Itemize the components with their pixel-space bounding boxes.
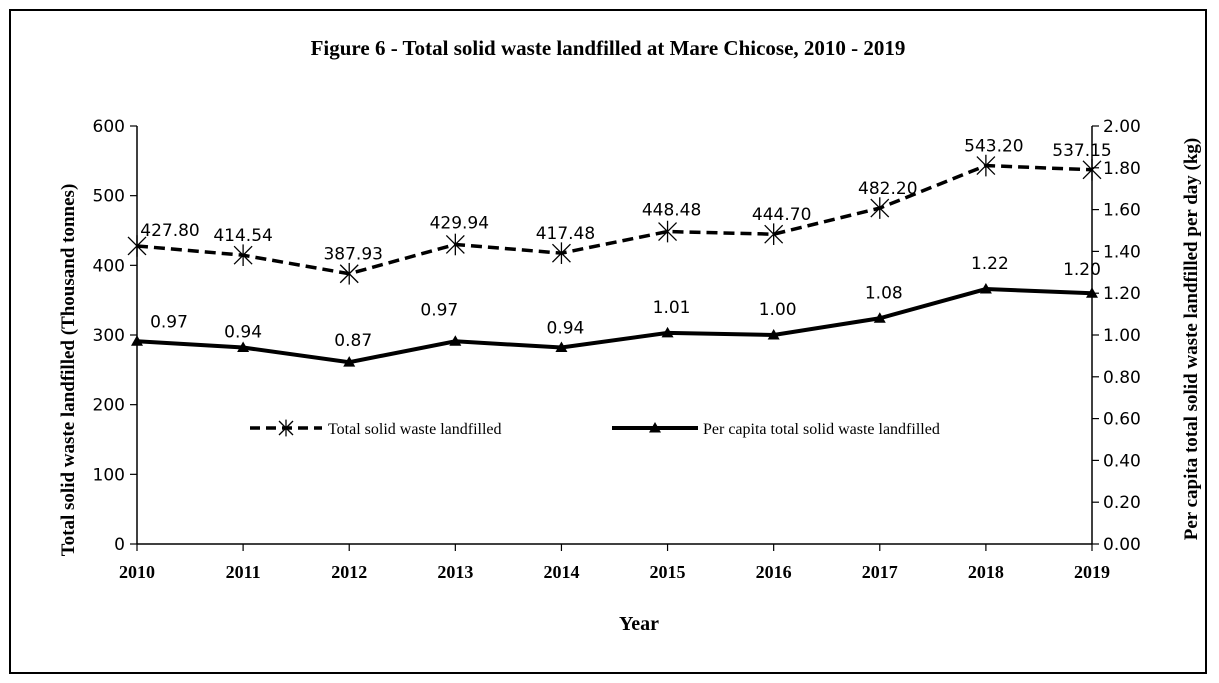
triangle-marker	[237, 341, 250, 353]
data-label-per-capita: 1.00	[759, 300, 797, 320]
asterisk-marker	[764, 223, 784, 245]
asterisk-marker	[551, 242, 571, 264]
right-tick-label: 1.00	[1103, 326, 1141, 346]
right-y-axis-label: Per capita total solid waste landfilled …	[1181, 138, 1202, 541]
x-tick-label: 2010	[119, 562, 155, 582]
asterisk-marker	[233, 244, 253, 267]
triangle-marker	[979, 283, 992, 294]
data-label-per-capita: 1.20	[1063, 260, 1101, 280]
left-y-axis-label: Total solid waste landfilled (Thousand t…	[58, 184, 79, 557]
legend-label-total: Total solid waste landfilled	[328, 421, 502, 438]
asterisk-marker	[278, 419, 294, 437]
triangle-marker	[449, 335, 462, 346]
right-tick-label: 0.20	[1103, 493, 1141, 513]
series-area: 427.80 414.54 387.93 429.94 417.48 448.48 444.…	[127, 137, 1112, 367]
series-total-line	[136, 163, 1093, 276]
data-label-per-capita: 0.94	[547, 319, 585, 339]
legend-label-per-capita: Per capita total solid waste landfilled	[703, 421, 940, 438]
right-tick-label: 0.40	[1103, 451, 1141, 471]
right-tick-label: 0.00	[1103, 535, 1141, 555]
triangle-marker	[555, 341, 568, 353]
legend-marker-asterisk	[278, 419, 294, 437]
right-tick-label: 2.00	[1103, 117, 1141, 137]
x-tick-label: 2019	[1074, 562, 1110, 582]
right-tick-label: 1.40	[1103, 242, 1141, 262]
data-label-total: 417.48	[536, 224, 595, 244]
data-label-total: 387.93	[323, 245, 382, 265]
triangle-marker	[661, 326, 674, 338]
left-tick-label: 100	[93, 465, 125, 485]
series-per-capita-line	[136, 287, 1093, 365]
left-tick-label: 0	[114, 535, 125, 555]
left-tick-label: 200	[93, 396, 125, 416]
legend: Total solid waste landfilled Per capita …	[250, 419, 940, 438]
left-tick-label: 400	[93, 256, 125, 276]
data-label-total: 543.20	[964, 137, 1023, 157]
x-tick-label: 2018	[968, 562, 1004, 582]
asterisk-marker	[339, 262, 359, 285]
legend-marker-triangle	[649, 422, 661, 433]
asterisk-marker	[870, 197, 890, 219]
asterisk-marker	[445, 233, 465, 256]
data-label-total: 414.54	[213, 226, 272, 246]
x-tick-label: 2017	[862, 562, 898, 582]
data-label-total: 537.15	[1052, 141, 1111, 161]
data-label-total: 429.94	[430, 213, 489, 233]
asterisk-marker	[1082, 158, 1102, 181]
right-tick-label: 1.80	[1103, 159, 1141, 179]
triangle-marker	[649, 422, 661, 433]
x-tick-label: 2011	[226, 562, 261, 582]
data-label-per-capita: 0.94	[224, 323, 262, 343]
data-label-per-capita: 1.08	[865, 283, 903, 303]
triangle-marker	[343, 356, 356, 367]
left-tick-label: 600	[93, 117, 125, 137]
x-tick-label: 2012	[331, 562, 367, 582]
right-tick-label: 1.60	[1103, 201, 1141, 221]
left-y-ticks: 0 100 200 300 400 500 600	[93, 117, 137, 555]
right-y-ticks: 0.00 0.20 0.40 0.60 0.80 1.00 1.20 1.40 1.60 1.80…	[1092, 117, 1141, 555]
asterisk-marker	[127, 235, 147, 257]
left-tick-label: 300	[93, 326, 125, 346]
data-label-per-capita: 0.97	[150, 312, 188, 332]
x-tick-label: 2014	[543, 562, 579, 582]
data-label-per-capita: 0.97	[420, 300, 458, 320]
triangle-marker	[873, 312, 886, 323]
data-label-per-capita: 1.01	[653, 298, 691, 318]
right-tick-label: 0.80	[1103, 368, 1141, 388]
data-label-total: 448.48	[642, 201, 701, 221]
x-tick-label: 2015	[650, 562, 686, 582]
asterisk-marker	[976, 154, 996, 177]
chart-title: Figure 6 - Total solid waste landfilled …	[311, 36, 906, 60]
triangle-marker	[1086, 287, 1098, 298]
left-tick-label: 500	[93, 187, 125, 207]
data-label-total: 427.80	[140, 221, 199, 241]
asterisk-marker	[658, 220, 678, 243]
data-label-per-capita: 1.22	[971, 254, 1009, 274]
x-tick-label: 2013	[437, 562, 473, 582]
right-tick-label: 0.60	[1103, 410, 1141, 430]
x-tick-label: 2016	[756, 562, 792, 582]
triangle-marker	[131, 335, 143, 346]
triangle-marker	[767, 329, 780, 340]
x-ticks: 2010 2011 2012 2013 2014 2015 2016 2017 2018 2019	[119, 544, 1110, 582]
data-label-total: 444.70	[752, 205, 811, 225]
chart-frame	[9, 9, 1207, 674]
right-tick-label: 1.20	[1103, 284, 1141, 304]
data-label-total: 482.20	[858, 179, 917, 199]
data-label-per-capita: 0.87	[334, 331, 372, 351]
x-axis-label: Year	[619, 613, 659, 635]
